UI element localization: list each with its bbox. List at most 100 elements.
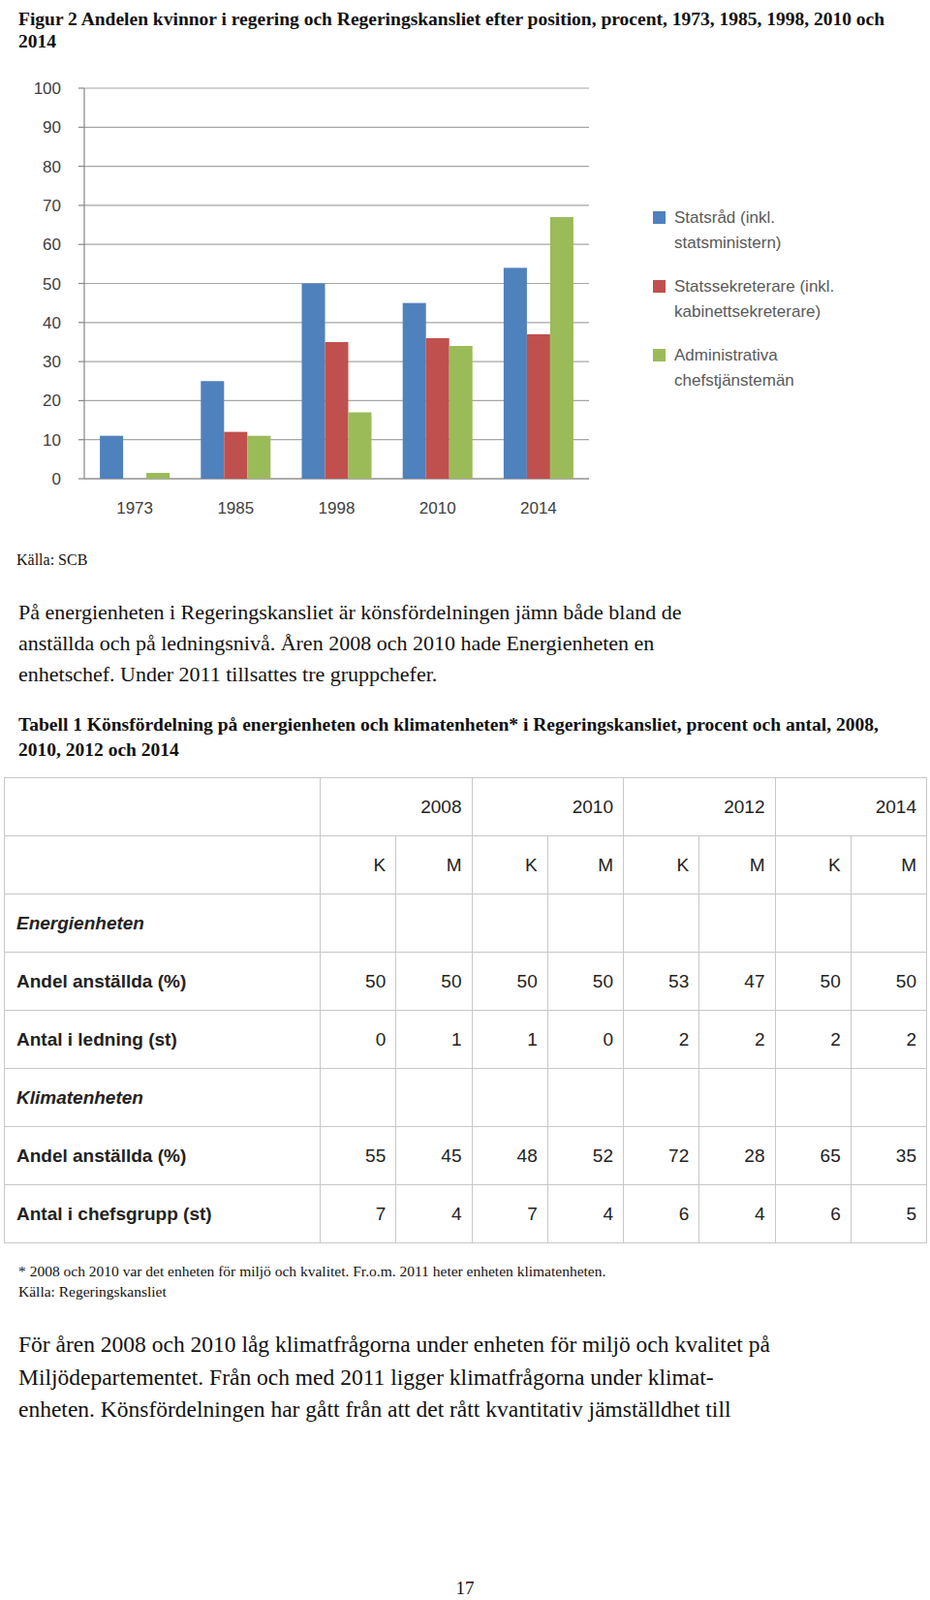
- cell: [471, 1068, 548, 1127]
- legend-label: Administrativa chefstjänstemän: [674, 342, 849, 394]
- section-row: Klimatenheten: [4, 1068, 928, 1127]
- grid-line: [84, 87, 589, 89]
- bar: [503, 267, 527, 479]
- cell-value: 2: [623, 1010, 700, 1069]
- cell-value: 53: [623, 952, 700, 1011]
- cell-value: 50: [320, 952, 397, 1011]
- cell: [547, 1068, 623, 1127]
- data-row: Andel anställda (%)5050505053475050: [4, 952, 928, 1011]
- data-row: Andel anställda (%)5545485272286535: [4, 1126, 928, 1185]
- cell-value: 1: [471, 1010, 548, 1069]
- bar: [99, 435, 124, 479]
- paragraph-line: Miljödepartementet. Från och med 2011 li…: [18, 1364, 714, 1391]
- cell-value: 72: [623, 1126, 700, 1185]
- cell: [699, 894, 775, 953]
- y-tick-label: 20: [42, 391, 62, 410]
- cell-value: 0: [320, 1010, 397, 1069]
- figure-source: Källa: SCB: [16, 551, 88, 569]
- section-name: Energienheten: [4, 894, 321, 953]
- sex-header: K: [320, 836, 397, 895]
- cell-value: 0: [547, 1010, 623, 1069]
- y-tick-label: 70: [42, 196, 62, 216]
- cell: [623, 894, 700, 953]
- header-row: KMKMKMKM: [4, 836, 928, 895]
- cell-value: 50: [471, 952, 548, 1011]
- bar: [550, 217, 574, 479]
- page-number: 17: [426, 1577, 504, 1599]
- cell: [320, 894, 397, 953]
- cell-value: 55: [320, 1126, 397, 1185]
- tick-mark: [78, 400, 85, 402]
- y-tick-label: 0: [52, 469, 62, 489]
- y-tick-label: 80: [42, 157, 62, 177]
- cell: [396, 894, 472, 953]
- cell: [547, 894, 623, 953]
- tick-mark: [78, 438, 85, 440]
- cell: [775, 894, 851, 953]
- sex-header: M: [547, 836, 623, 895]
- grid-line: [84, 204, 589, 206]
- cell-value: 65: [775, 1126, 851, 1185]
- cell-value: 6: [775, 1184, 851, 1243]
- y-tick-label: 40: [42, 313, 62, 333]
- cell-value: 45: [396, 1126, 472, 1185]
- paragraph-line: För åren 2008 och 2010 låg klimatfrågorn…: [18, 1331, 771, 1358]
- sex-header: M: [396, 836, 472, 895]
- tick-mark: [78, 282, 85, 284]
- legend-swatch: [652, 348, 666, 362]
- bar: [403, 303, 427, 479]
- cell: [775, 1068, 851, 1127]
- chart: 0102030405060708090100197319851998201020…: [0, 0, 930, 543]
- tick-mark: [78, 204, 85, 206]
- cell: [396, 1068, 472, 1127]
- tick-mark: [78, 477, 85, 479]
- cell-value: 6: [623, 1184, 700, 1243]
- cell-value: 2: [850, 1010, 927, 1069]
- tick-mark: [78, 361, 85, 363]
- bar: [348, 411, 372, 479]
- row-label: Antal i chefsgrupp (st): [4, 1184, 321, 1243]
- tick-mark: [78, 244, 85, 246]
- table-body: 2008201020122014KMKMKMKMEnergienhetenAnd…: [4, 777, 928, 1243]
- cell: [320, 1068, 397, 1127]
- bar: [426, 338, 450, 479]
- tick-mark: [78, 321, 85, 323]
- cell-value: 50: [850, 952, 927, 1011]
- x-tick-label: 2010: [419, 498, 457, 518]
- legend-label: Statsråd (inkl. statsministern): [674, 205, 849, 256]
- legend-label: Statssekreterare (inkl. kabinettsekreter…: [674, 274, 849, 325]
- cell-value: 4: [547, 1184, 623, 1243]
- y-tick-label: 10: [42, 431, 62, 450]
- sex-header: M: [850, 836, 927, 895]
- data-row: Antal i chefsgrupp (st)74746465: [4, 1184, 928, 1243]
- legend-swatch: [652, 211, 666, 224]
- cell-value: 2: [775, 1010, 851, 1069]
- section-name: Klimatenheten: [4, 1068, 321, 1127]
- sex-header: M: [699, 836, 775, 895]
- cell: [850, 1068, 927, 1127]
- cell-value: 4: [699, 1184, 775, 1243]
- table-source: Källa: Regeringskansliet: [18, 1282, 167, 1301]
- sex-header: K: [775, 836, 851, 895]
- cell-value: 7: [471, 1184, 548, 1243]
- bar: [247, 435, 271, 479]
- x-tick-label: 2014: [520, 498, 558, 518]
- paragraph-line: enhetschef. Under 2011 tillsattes tre gr…: [18, 661, 437, 687]
- cell-value: 52: [547, 1126, 623, 1185]
- x-tick-label: 1973: [116, 498, 154, 518]
- cell: [471, 894, 548, 953]
- data-row: Antal i ledning (st)01102222: [4, 1010, 928, 1069]
- table: 2008201020122014KMKMKMKMEnergienhetenAnd…: [3, 776, 928, 1243]
- sex-header: K: [471, 836, 548, 895]
- y-tick-label: 90: [42, 118, 62, 137]
- cell-value: 4: [396, 1184, 472, 1243]
- table-footnote: * 2008 och 2010 var det enheten för milj…: [18, 1262, 606, 1280]
- y-tick-label: 30: [42, 352, 62, 372]
- paragraph-line: anställda och på ledningsnivå. Åren 2008…: [18, 630, 654, 656]
- cell-value: 48: [471, 1126, 548, 1185]
- y-axis: [83, 88, 85, 479]
- y-tick-label: 60: [42, 235, 62, 254]
- cell-value: 28: [699, 1126, 775, 1185]
- cell-value: 50: [396, 952, 472, 1011]
- bar: [123, 478, 147, 480]
